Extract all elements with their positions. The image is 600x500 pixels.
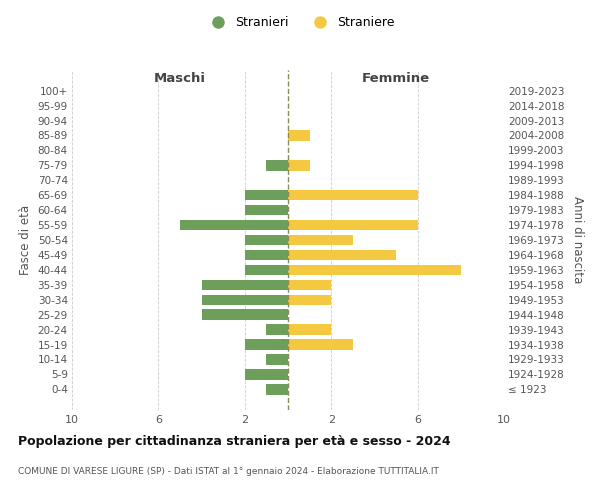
Bar xyxy=(245,205,288,216)
Text: Femmine: Femmine xyxy=(362,72,430,85)
Bar xyxy=(245,369,288,380)
Bar xyxy=(288,340,353,349)
Bar xyxy=(288,130,310,140)
Bar xyxy=(288,324,331,335)
Bar xyxy=(288,220,418,230)
Bar xyxy=(180,220,288,230)
Bar xyxy=(288,160,310,170)
Bar xyxy=(288,190,418,200)
Bar xyxy=(266,324,288,335)
Bar xyxy=(202,310,288,320)
Y-axis label: Fasce di età: Fasce di età xyxy=(19,205,32,275)
Bar xyxy=(202,280,288,290)
Legend: Stranieri, Straniere: Stranieri, Straniere xyxy=(200,11,400,34)
Bar xyxy=(288,294,331,305)
Y-axis label: Anni di nascita: Anni di nascita xyxy=(571,196,584,284)
Bar xyxy=(245,235,288,245)
Text: Popolazione per cittadinanza straniera per età e sesso - 2024: Popolazione per cittadinanza straniera p… xyxy=(18,435,451,448)
Bar xyxy=(266,354,288,364)
Bar xyxy=(266,160,288,170)
Bar xyxy=(288,280,331,290)
Text: Maschi: Maschi xyxy=(154,72,206,85)
Bar xyxy=(288,264,461,275)
Bar xyxy=(245,340,288,349)
Bar xyxy=(288,235,353,245)
Bar xyxy=(288,250,396,260)
Bar xyxy=(202,294,288,305)
Bar xyxy=(245,250,288,260)
Text: COMUNE DI VARESE LIGURE (SP) - Dati ISTAT al 1° gennaio 2024 - Elaborazione TUTT: COMUNE DI VARESE LIGURE (SP) - Dati ISTA… xyxy=(18,468,439,476)
Bar xyxy=(266,384,288,394)
Bar xyxy=(245,190,288,200)
Bar xyxy=(245,264,288,275)
